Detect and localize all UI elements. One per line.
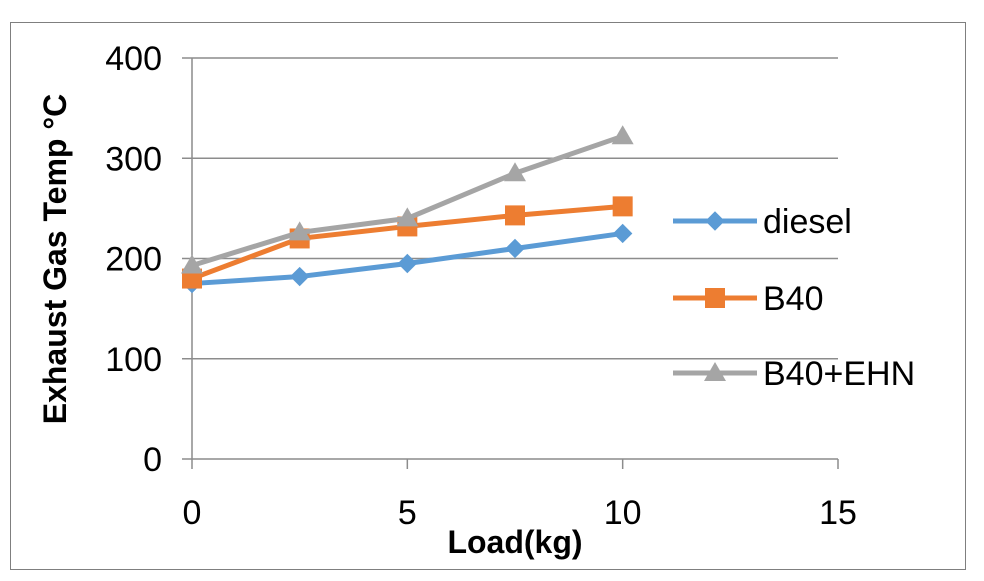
data-point [396, 207, 419, 227]
x-axis-title: Load(kg) [447, 524, 582, 560]
x-tick-label: 10 [604, 494, 642, 532]
legend-swatch-marker [704, 362, 726, 381]
y-tick-label: 200 [105, 241, 162, 279]
data-point [182, 268, 202, 289]
legend-item: B40+EHN [673, 355, 915, 393]
series-b40-ehn [181, 125, 634, 274]
x-tick-label: 0 [183, 494, 202, 532]
legend-swatch-marker [705, 288, 725, 308]
x-tick-labels: 0 5 10 15 [183, 494, 857, 532]
data-point [612, 196, 633, 217]
legend-swatch-marker [705, 211, 725, 231]
legend-item: B40 [673, 280, 824, 318]
legend-item: diesel [673, 203, 852, 241]
y-axis-title: Exhaust Gas Temp °C [37, 94, 73, 425]
x-tick-label: 15 [819, 494, 857, 532]
y-tick-labels: 0 100 200 300 400 [105, 40, 162, 479]
data-point [504, 162, 526, 182]
data-point [611, 125, 634, 145]
data-point [181, 254, 203, 274]
legend-label: B40+EHN [763, 355, 915, 393]
y-tick-label: 400 [105, 40, 162, 78]
gridlines [192, 57, 838, 360]
series-layer [181, 125, 634, 294]
legend: diesel B40 B40+EHN [673, 203, 915, 393]
legend-label: B40 [763, 280, 824, 318]
chart-frame [10, 22, 966, 570]
data-point [505, 205, 525, 226]
axes [182, 57, 839, 469]
legend-label: diesel [763, 203, 852, 241]
data-point [288, 221, 311, 241]
x-tick-label: 5 [398, 494, 417, 532]
data-point [397, 253, 418, 274]
y-tick-label: 300 [105, 140, 162, 178]
data-point [505, 238, 525, 259]
series-line [189, 133, 626, 269]
data-point [289, 266, 310, 287]
data-point [612, 223, 633, 244]
y-tick-label: 100 [105, 341, 162, 379]
y-tick-label: 0 [143, 441, 162, 479]
